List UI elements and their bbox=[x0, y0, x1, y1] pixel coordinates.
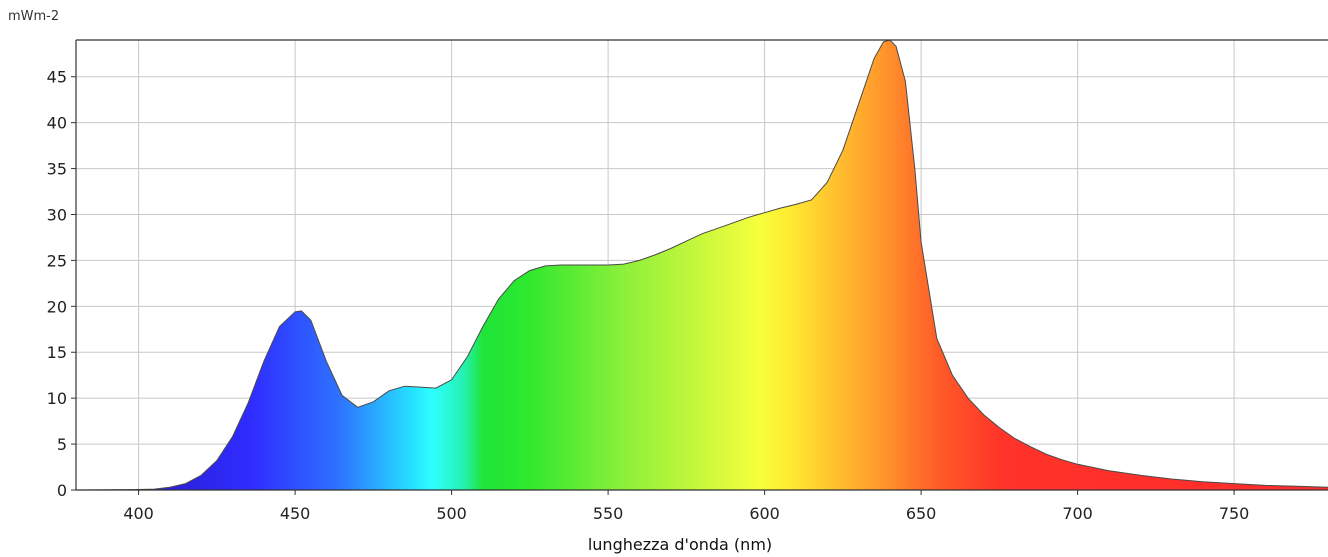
x-tick-label: 700 bbox=[1062, 504, 1093, 523]
x-tick-label: 450 bbox=[280, 504, 311, 523]
y-tick-label: 20 bbox=[47, 297, 67, 316]
y-tick-label: 45 bbox=[47, 68, 67, 87]
y-tick-label: 10 bbox=[47, 389, 67, 408]
axes: 400 450 500 550 600 650 700 750 0 5 10 15 20 25 30 35 40… bbox=[47, 39, 1328, 523]
x-tick-label: 600 bbox=[749, 504, 780, 523]
x-tick-label: 500 bbox=[436, 504, 467, 523]
x-tick-label: 750 bbox=[1219, 504, 1250, 523]
spectrum-fill bbox=[76, 40, 1328, 490]
y-tick-label: 35 bbox=[47, 160, 67, 179]
y-tick-label: 25 bbox=[47, 251, 67, 270]
y-tick-label: 40 bbox=[47, 114, 67, 133]
y-tick-label: 0 bbox=[57, 481, 67, 500]
spectrum-area bbox=[75, 39, 1328, 491]
x-tick-label: 650 bbox=[906, 504, 937, 523]
y-tick-label: 30 bbox=[47, 205, 67, 224]
y-tick-label: 15 bbox=[47, 343, 67, 362]
spectrum-line bbox=[75, 39, 1328, 491]
y-tick-label: 5 bbox=[57, 435, 67, 454]
x-axis-title: lunghezza d'onda (nm) bbox=[588, 535, 772, 554]
x-tick-label: 400 bbox=[123, 504, 154, 523]
y-axis-unit-label: mWm-2 bbox=[8, 9, 59, 24]
x-tick-label: 550 bbox=[593, 504, 624, 523]
